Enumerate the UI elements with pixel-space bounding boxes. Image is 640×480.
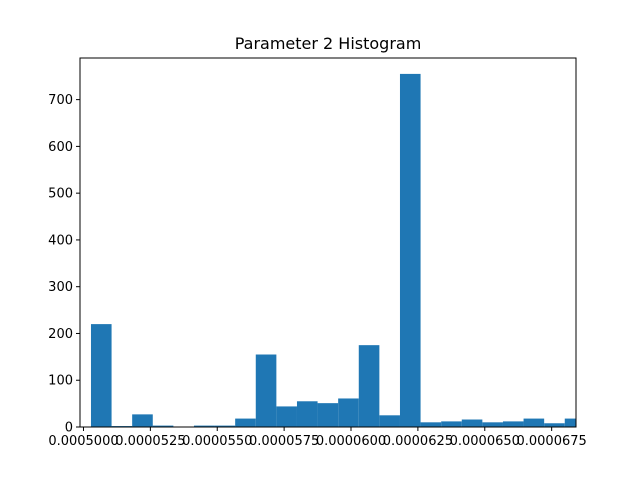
x-tick-label-5: 0.0000625: [383, 434, 453, 449]
x-tick-label-2: 0.0000550: [182, 434, 252, 449]
histogram-bar-21: [523, 418, 545, 427]
histogram-bar-6: [214, 425, 236, 427]
histogram-bar-15: [399, 73, 421, 428]
histogram-bar-3: [152, 425, 174, 427]
y-tick-label-4: 400: [48, 233, 73, 248]
y-tick-label-2: 200: [48, 327, 73, 342]
x-tick-label-7: 0.0000675: [516, 434, 586, 449]
histogram-bar-5: [193, 425, 215, 427]
plot-area: [80, 58, 576, 427]
histogram-bar-13: [358, 345, 380, 427]
x-tick-label-6: 0.0000650: [450, 434, 520, 449]
x-axis: 0.00050000.00005250.00005500.00005750.00…: [48, 427, 587, 449]
histogram-bar-18: [461, 419, 483, 427]
histogram-bar-0: [90, 324, 112, 427]
y-axis: 0 100 200 300 400 500 600 700: [48, 93, 80, 436]
y-tick-label-0: 0: [65, 421, 73, 436]
histogram-bar-14: [379, 415, 400, 427]
histogram-bar-17: [441, 421, 462, 427]
plot-frame: [79, 57, 577, 428]
histogram-bar-12: [338, 398, 359, 427]
histogram-bar-22: [544, 423, 565, 427]
histogram-bar-7: [235, 418, 256, 427]
chart-title: Parameter 2 Histogram: [235, 34, 422, 53]
histogram-bar-19: [482, 422, 503, 427]
x-tick-label-1: 0.0000525: [115, 434, 185, 449]
y-tick-label-3: 300: [48, 280, 73, 295]
histogram-bars: [90, 73, 576, 428]
histogram-bar-16: [420, 422, 442, 427]
histogram-bar-23: [564, 418, 576, 427]
histogram-bar-9: [276, 406, 297, 427]
y-tick-label-1: 100: [48, 374, 73, 389]
y-tick-label-6: 600: [48, 140, 73, 155]
histogram-bar-11: [317, 403, 339, 427]
x-tick-label-3: 0.0000575: [249, 434, 319, 449]
histogram-bar-10: [296, 401, 318, 427]
x-tick-label-0: 0.0005000: [48, 434, 118, 449]
y-tick-label-5: 500: [48, 187, 73, 202]
y-tick-label-7: 700: [48, 93, 73, 108]
histogram-bar-2: [132, 414, 153, 427]
histogram-bar-20: [502, 421, 524, 427]
histogram-bar-8: [255, 354, 277, 427]
x-tick-label-4: 0.0000600: [316, 434, 386, 449]
